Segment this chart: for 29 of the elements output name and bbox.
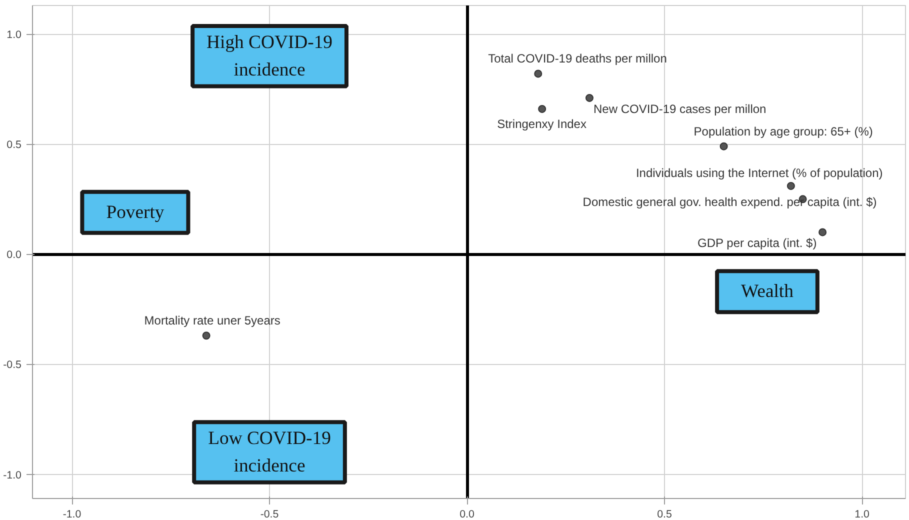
y-tick-label: 0.5 [6, 139, 22, 152]
x-tick-label: -1.0 [62, 508, 82, 520]
annotation: Total COVID-19 deaths per millon [488, 52, 667, 66]
point [720, 142, 728, 150]
annotation: New COVID-19 cases per millon [593, 102, 766, 116]
x-tick-label: 0.5 [657, 508, 672, 520]
y-tick-label: 0.0 [6, 249, 22, 262]
x-tick-label: -0.5 [260, 508, 279, 520]
annotation: Wealth [741, 281, 794, 302]
annotation: GDP per capita (int. $) [698, 236, 817, 250]
annotation: Low COVID-19 incidence [208, 428, 331, 476]
point [786, 182, 795, 190]
point [818, 228, 827, 236]
point [202, 332, 210, 340]
annotation: Stringenxy Index [497, 116, 586, 131]
annotation: High COVID-19 incidence [206, 32, 332, 80]
y-tick-label: 1.0 [6, 29, 22, 42]
point [534, 70, 542, 78]
annotation: Domestic general gov. health expend. per capita (int. $) [582, 195, 877, 210]
point [585, 94, 594, 102]
annotation: Poverty [106, 202, 165, 223]
x-tick-label: 1.0 [854, 508, 870, 520]
annotation: Individuals using the Internet (% of population) [636, 166, 883, 180]
x-tick-label: 0.0 [460, 508, 475, 520]
y-tick-label: -1.0 [3, 469, 22, 482]
point [538, 104, 546, 113]
annotation: Population by age group: 65+ (%) [694, 124, 873, 138]
y-tick-label: -0.5 [3, 359, 22, 372]
annotation: Mortality rate uner 5years [144, 314, 280, 328]
